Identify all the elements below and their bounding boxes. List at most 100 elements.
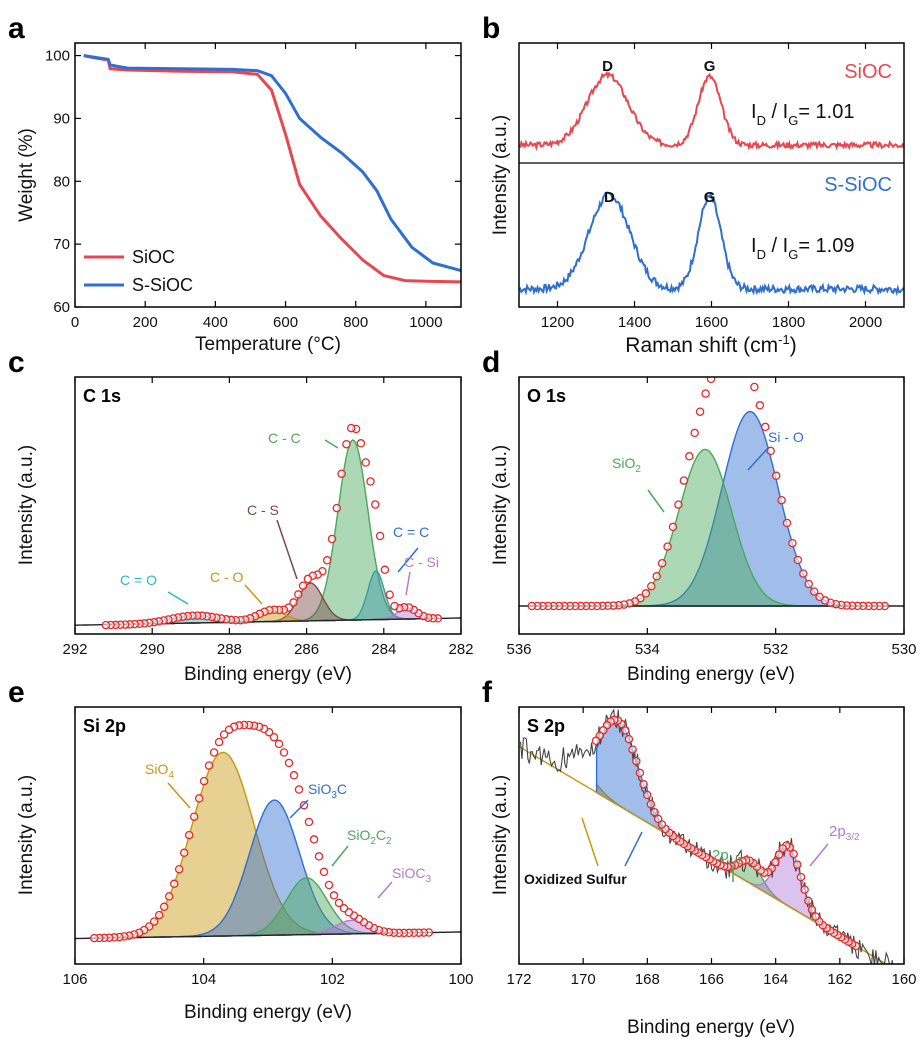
fit-point-e: [90, 933, 99, 943]
fit-point-e: [329, 891, 339, 900]
fit-point-f: [800, 885, 809, 894]
e-xtick-label-104: 104: [191, 971, 216, 988]
e-xtick-label-102: 102: [320, 971, 345, 988]
fit-point-c: [385, 590, 394, 599]
fit-point-e: [219, 730, 229, 739]
x-axis-label-b: Raman shift (cm-1): [625, 332, 796, 357]
fit-point-c: [346, 423, 356, 433]
a-xtick-label-200: 200: [133, 314, 158, 331]
annotation-2p12: 2p1/2: [712, 847, 743, 867]
fit-point-e: [224, 725, 234, 734]
panel-e: e Si 2p 106 104 102 100 Binding energy (eV)…: [8, 676, 474, 1023]
fit-point-d: [663, 542, 672, 551]
y-axis-label-b: Intensity (a.u.): [490, 115, 511, 235]
fit-point-e: [324, 880, 334, 890]
c-xtick-label-286: 286: [294, 641, 319, 658]
fit-point-f: [789, 849, 798, 859]
c-xtick-label-288: 288: [217, 641, 242, 658]
annotation-c-si: C - Si: [404, 554, 439, 570]
annotations-d: Si - O SiO2: [612, 429, 804, 513]
fit-point-f: [642, 790, 652, 800]
fit-point-c: [337, 469, 346, 478]
a-xtick-label-600: 600: [273, 314, 298, 331]
fit-point-e: [184, 830, 194, 840]
fit-point-e: [159, 902, 169, 912]
fit-point-e: [214, 737, 224, 747]
axes-frame-a: [74, 42, 462, 308]
annotation-arrow-oxidized-2: [624, 831, 643, 867]
fit-point-d: [679, 476, 689, 485]
annotation-sio3c: SiO3C: [308, 781, 347, 801]
fit-point-e: [209, 748, 219, 757]
series-label-sioc: SiOC: [844, 61, 892, 83]
a-ytick-label-70: 70: [53, 236, 70, 253]
annotation-arrow-c-s: [276, 519, 298, 580]
fit-point-e: [149, 917, 159, 926]
fit-point-e: [154, 910, 164, 920]
annotation-arrow-si-o: [747, 447, 769, 471]
axes-frame-c: [74, 376, 462, 635]
b-xtick-label-1800: 1800: [772, 314, 805, 331]
annotation-sio2: SiO2: [612, 455, 641, 475]
fit-point-e: [304, 817, 314, 827]
c-xtick-label-292: 292: [62, 641, 87, 658]
fit-point-d: [668, 522, 678, 532]
annotation-sioc3: SiOC3: [392, 865, 431, 885]
f-xtick-label-168: 168: [635, 971, 660, 988]
annotation-c-s: C - S: [247, 502, 279, 518]
fit-point-d: [793, 555, 803, 565]
raman-peak-label-G-s-sioc: G: [704, 189, 716, 206]
annotation-arrow-sioc3: [377, 881, 393, 899]
ratio-annotation-sioc: ID / IG= 1.01: [751, 101, 854, 128]
fit-point-f: [621, 726, 630, 735]
annotation-arrow-2p32: [809, 843, 829, 867]
fit-point-d: [647, 581, 656, 591]
x-axis-label-d: Binding energy (eV): [627, 664, 795, 685]
fit-point-e: [314, 852, 324, 861]
legend-label-sioc: SiOC: [132, 247, 175, 267]
f-xtick-label-172: 172: [506, 971, 531, 988]
component-e-1: [94, 799, 429, 939]
panel-c: c C 1s 292 290 288 286 284 282 Binding energy…: [8, 346, 474, 685]
fit-point-e: [179, 848, 189, 858]
fit-point-f: [807, 905, 817, 914]
annotations-f: Oxidized Sulfur 2p1/2 2p3/2: [524, 817, 860, 887]
axes-frame-e: [74, 706, 462, 965]
f-xtick-label-160: 160: [891, 971, 916, 988]
a-xtick-label-800: 800: [343, 314, 368, 331]
fit-point-e: [279, 748, 289, 757]
fit-point-c: [327, 534, 337, 544]
fit-point-e: [309, 835, 319, 844]
fit-point-e: [204, 761, 214, 770]
fit-point-f: [804, 896, 813, 906]
fit-point-d: [652, 572, 661, 581]
a-xtick-label-1000: 1000: [409, 314, 442, 331]
legend-a: SiOC S-SiOC: [84, 247, 193, 295]
fit-point-d: [657, 558, 667, 568]
fit-point-d: [713, 364, 720, 371]
fit-point-e: [189, 812, 199, 821]
a-ytick-label-90: 90: [53, 110, 70, 127]
fit-point-d: [695, 407, 705, 416]
annotation-arrow-c-o: [244, 584, 263, 605]
tga-line-sioc: [83, 54, 461, 284]
fit-point-f: [639, 780, 648, 789]
a-ytick-label-80: 80: [53, 173, 70, 190]
panel-title-f: S 2p: [527, 716, 565, 736]
annotation-arrow-c-eq-o: [167, 591, 189, 605]
fit-point-e: [339, 904, 349, 913]
f-xtick-label-166: 166: [699, 971, 724, 988]
annotation-arrow-c-eq-c: [397, 547, 419, 573]
fit-point-d: [799, 569, 808, 578]
fit-point-e: [284, 758, 294, 768]
f-xtick-label-170: 170: [571, 971, 596, 988]
a-ytick-label-100: 100: [45, 48, 70, 65]
fit-point-e: [334, 898, 344, 908]
a-xtick-label-0: 0: [71, 314, 79, 331]
raman-line-s-sioc: [519, 191, 904, 297]
fit-point-d: [777, 495, 786, 505]
fit-point-c: [298, 581, 308, 590]
annotations-e: SiO4 SiO3C SiO2C2 SiOC3: [145, 761, 431, 899]
annotation-arrow-sio2: [647, 489, 665, 513]
